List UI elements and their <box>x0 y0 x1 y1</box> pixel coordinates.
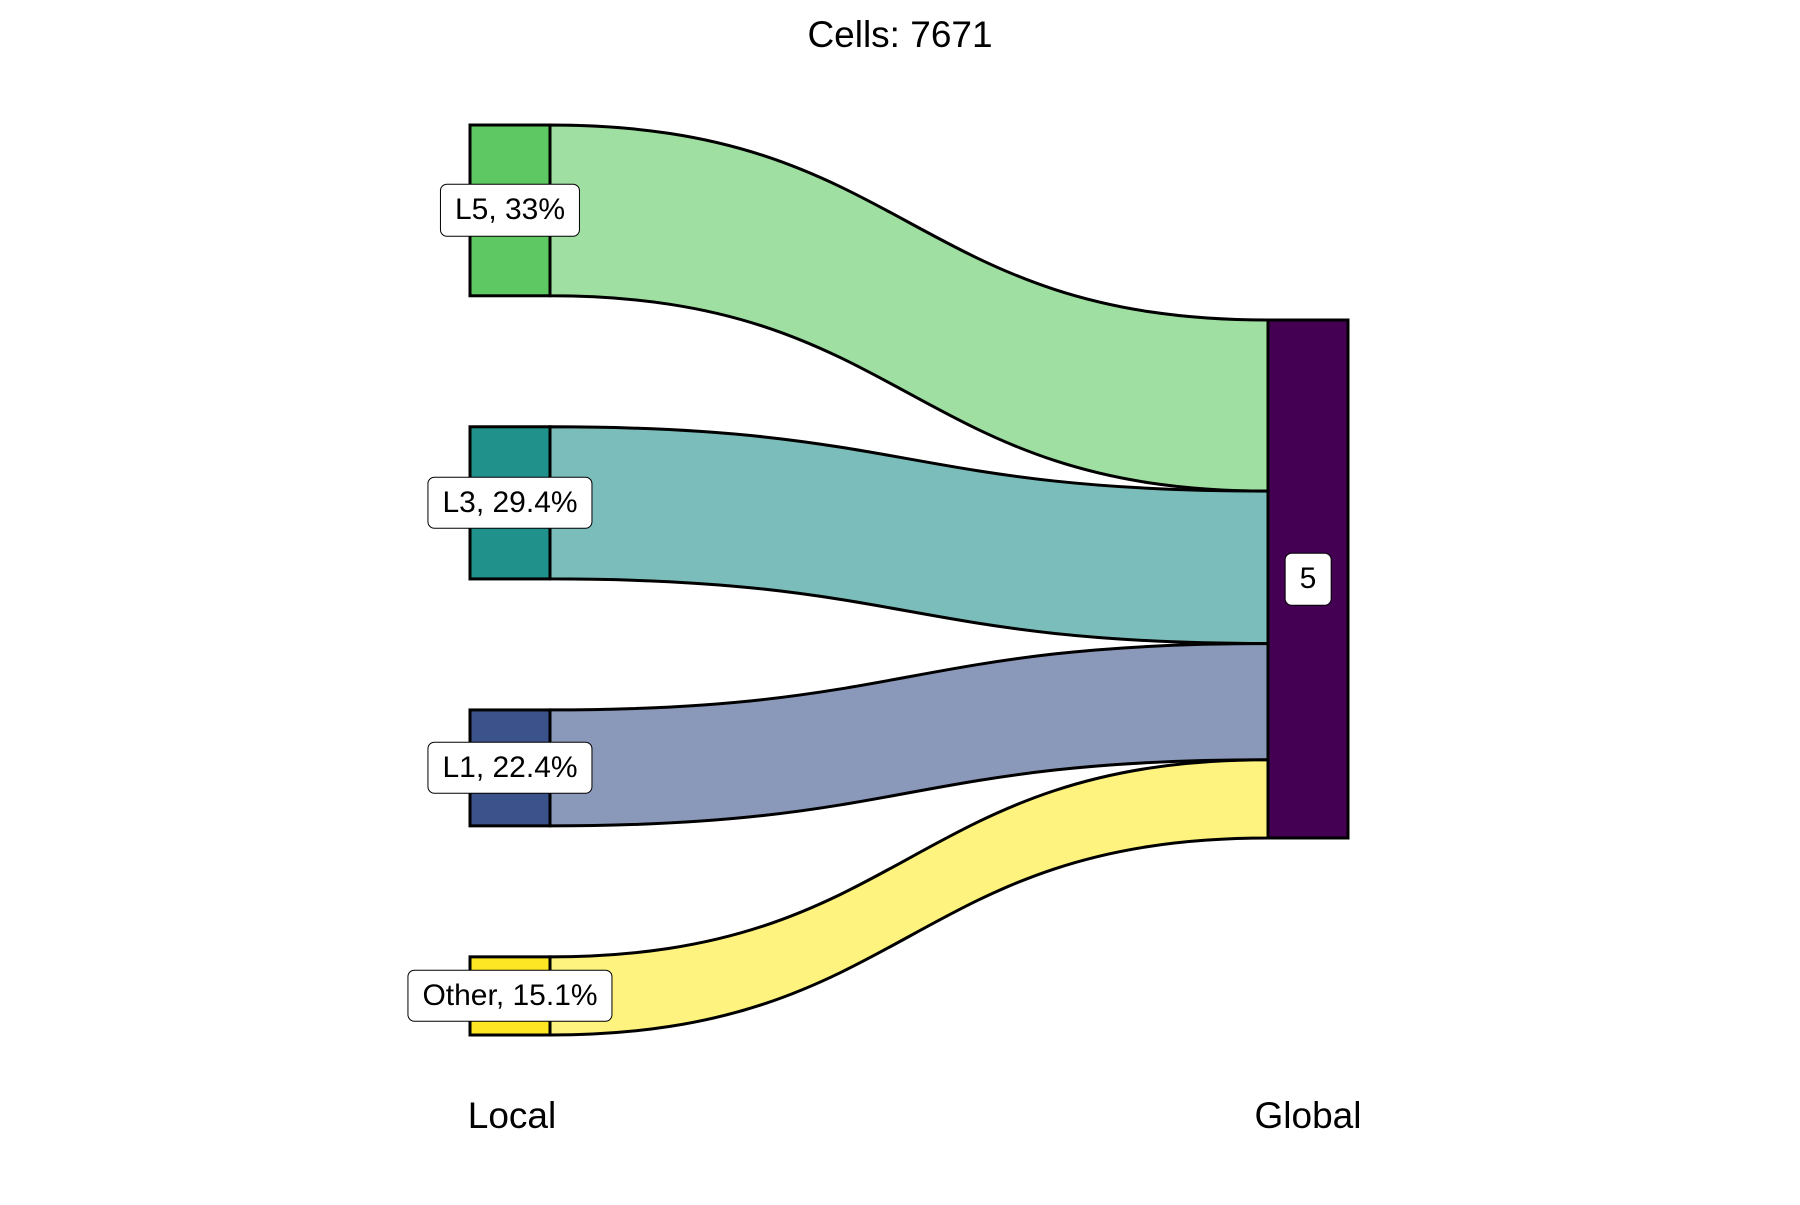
flows-layer <box>548 123 1270 1037</box>
node-label-l3: L3, 29.4% <box>427 476 593 530</box>
axis-label-local: Local <box>467 1095 557 1136</box>
chart-title: Cells: 7671 <box>807 14 993 55</box>
node-label-other: Other, 15.1% <box>407 969 613 1023</box>
node-label-l5: L5, 33% <box>439 184 581 237</box>
node-label-global-5: 5 <box>1284 552 1332 606</box>
axis-label-global: Global <box>1254 1095 1362 1136</box>
node-label-l1: L1, 22.4% <box>427 741 593 795</box>
